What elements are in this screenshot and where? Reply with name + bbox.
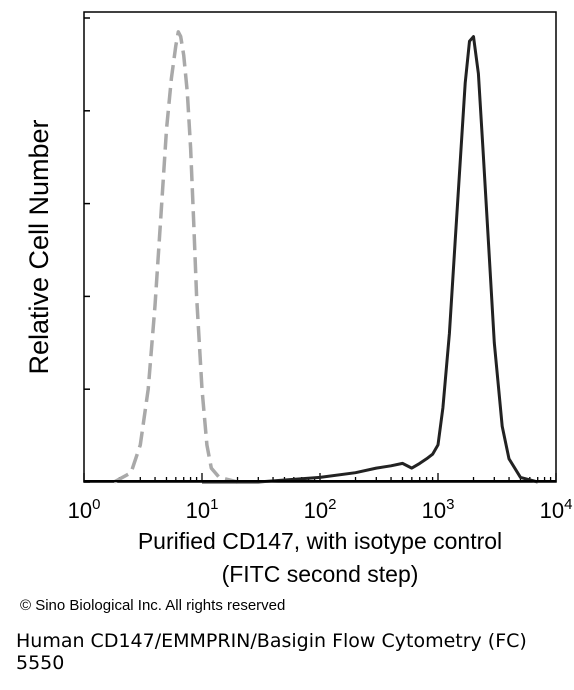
x-axis-label-line-1: Purified CD147, with isotype control (137, 528, 503, 554)
copyright-notice: © Sino Biological Inc. All rights reserv… (20, 597, 286, 614)
caption-title: Human CD147/EMMPRIN/Basigin Flow Cytomet… (16, 630, 527, 652)
cd147-curve (202, 35, 539, 484)
y-axis-ticks (84, 17, 90, 483)
isotype-control-curve (113, 30, 238, 484)
y-axis-label: Relative Cell Number (24, 119, 54, 374)
caption-id: 5550 (16, 652, 65, 674)
x-tick-label: 104 (540, 496, 573, 523)
series-layer (84, 30, 556, 484)
x-tick-label: 103 (422, 496, 455, 523)
x-tick-label: 102 (304, 496, 337, 523)
figure-caption: Human CD147/EMMPRIN/Basigin Flow Cytomet… (16, 630, 572, 674)
x-tick-label: 100 (68, 496, 101, 523)
x-axis-label-line-2: (FITC second step) (221, 561, 419, 587)
plot-area (83, 11, 557, 484)
x-axis-tick-labels: 100 101 102 103 104 (68, 496, 573, 523)
plot-frame (83, 11, 557, 483)
x-tick-label: 101 (186, 496, 219, 523)
histogram-chart: 100 101 102 103 104 Relative Cell Number (24, 11, 573, 523)
